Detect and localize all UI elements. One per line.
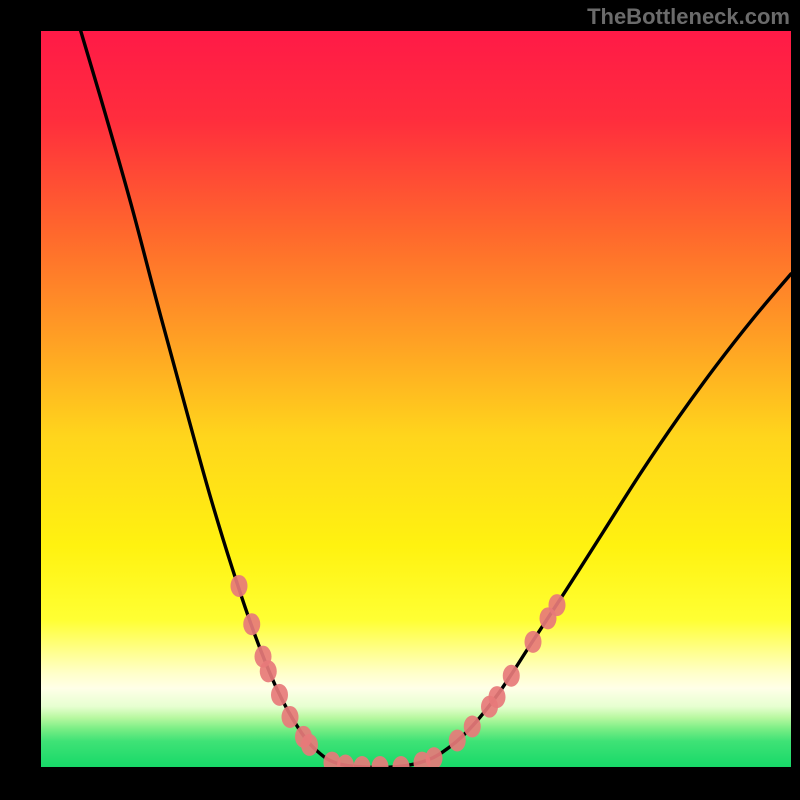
gradient-background [41, 31, 791, 767]
marker-dot [282, 706, 299, 728]
marker-dot [243, 613, 260, 635]
marker-dot [464, 716, 481, 738]
marker-dot [549, 594, 566, 616]
chart-frame: TheBottleneck.com [0, 0, 800, 800]
marker-dot [489, 686, 506, 708]
marker-dot [231, 575, 248, 597]
plot-svg [41, 31, 791, 767]
plot-area [41, 31, 791, 767]
marker-dot [301, 734, 318, 756]
marker-dot [271, 684, 288, 706]
marker-dot [260, 660, 277, 682]
marker-dot [503, 665, 520, 687]
marker-dot [525, 631, 542, 653]
marker-dot [449, 730, 466, 752]
watermark-text: TheBottleneck.com [587, 4, 790, 30]
